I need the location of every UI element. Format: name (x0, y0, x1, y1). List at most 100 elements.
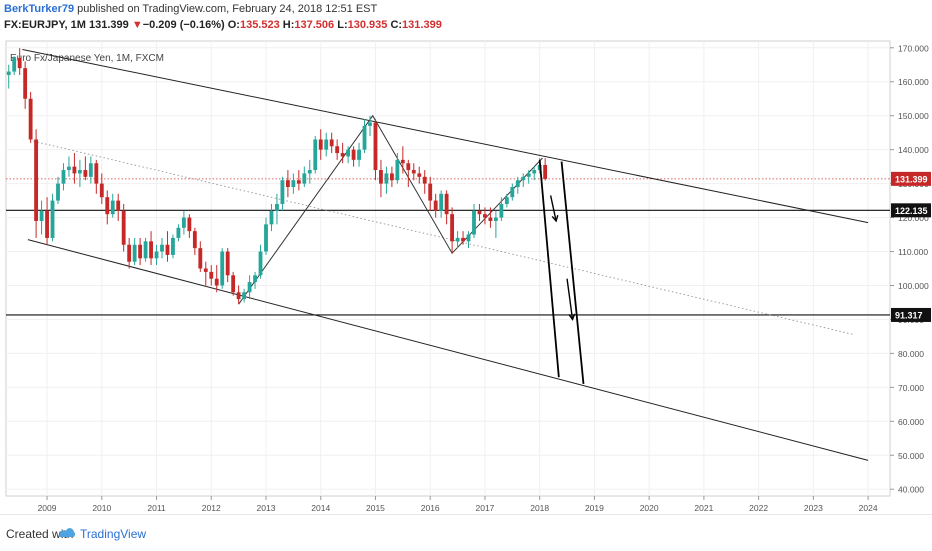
candle-body (362, 125, 367, 150)
candle-body (515, 180, 520, 188)
candle-body (526, 173, 531, 177)
candle-body (39, 210, 44, 221)
candle-body (61, 170, 66, 184)
down-arrow-shaft (566, 278, 574, 320)
candle-body (56, 183, 60, 201)
x-tick-label: 2012 (202, 503, 221, 513)
x-tick-label: 2022 (749, 503, 768, 513)
channel-line (27, 239, 869, 461)
candle-body (209, 271, 214, 279)
candle-body (110, 200, 115, 215)
candle-body (105, 197, 110, 215)
created-with-text: Created with (6, 527, 74, 541)
candle-body (280, 180, 285, 204)
candle-body (532, 170, 537, 174)
candle-body (160, 244, 164, 252)
candle-body (121, 210, 126, 245)
x-tick-label: 2010 (92, 503, 111, 513)
candle-body (543, 164, 548, 179)
candle-body (154, 251, 159, 259)
candle-body (357, 149, 361, 160)
candle-body (28, 98, 33, 140)
open-value: 135.523 (239, 19, 280, 31)
candle-body (428, 183, 433, 201)
candle-body (313, 139, 318, 171)
chart-title: Euro Fx/Japanese Yen, 1M, FXCM (10, 53, 164, 64)
tradingview-brand-link[interactable]: TradingView (80, 527, 147, 541)
candle-body (455, 237, 460, 242)
candle-body (45, 210, 49, 238)
candle-body (187, 217, 192, 232)
last-price: 131.399 (88, 19, 129, 31)
close-value: 131.399 (402, 19, 442, 31)
high-value: 137.506 (294, 19, 335, 31)
channel-midline (33, 140, 855, 336)
candle-body (439, 193, 444, 211)
channel-line (22, 48, 869, 224)
y-tick-label: 140.000 (898, 145, 929, 155)
candle-body (510, 187, 515, 198)
chart-area[interactable]: 170.000160.000150.000140.000130.000120.0… (0, 37, 932, 513)
candle-body (483, 214, 487, 218)
down-arrow-shaft (549, 195, 557, 222)
candle-body (77, 170, 82, 174)
candle-body (291, 180, 296, 188)
symbol-info: FX:EURJPY, 1M 131.399 ▼−0.209 (−0.16%) O… (4, 19, 442, 31)
candle-body (88, 163, 93, 177)
candle-body (50, 200, 55, 238)
candle-body (269, 210, 274, 225)
candle-body (318, 139, 323, 150)
price-label-box (891, 307, 931, 322)
candle-body (368, 122, 372, 126)
tradingview-logo-icon (59, 528, 76, 537)
close-label: C: (390, 19, 403, 31)
candle-body (444, 193, 449, 215)
candle-body (94, 163, 99, 184)
candle-body (17, 57, 22, 69)
candle-body (203, 268, 208, 272)
candle-body (307, 170, 312, 174)
candle-body (225, 251, 230, 276)
price-label-box (891, 203, 931, 218)
candle-body (12, 57, 17, 72)
candle-body (329, 139, 334, 147)
y-tick-label: 50.000 (898, 451, 924, 461)
candle-body (499, 203, 504, 218)
x-tick-label: 2018 (530, 503, 549, 513)
y-tick-label: 160.000 (898, 77, 929, 87)
y-tick-label: 120.000 (898, 213, 929, 223)
change-down-icon: ▼ (131, 19, 143, 31)
x-tick-label: 2009 (38, 503, 57, 513)
high-label: H: (282, 19, 295, 31)
x-tick-label: 2016 (421, 503, 440, 513)
y-tick-label: 40.000 (898, 485, 924, 495)
candle-body (466, 234, 471, 242)
y-tick-label: 170.000 (898, 43, 929, 53)
candle-body (116, 200, 121, 211)
price-change: −0.209 (−0.16%) (142, 19, 225, 31)
projection-line (538, 159, 560, 378)
candle-body (264, 224, 268, 252)
candle-body (214, 278, 219, 286)
author-link[interactable]: BerkTurker79 (4, 3, 75, 15)
candle-body (461, 237, 465, 242)
x-tick-label: 2015 (366, 503, 385, 513)
candle-body (346, 149, 351, 157)
candle-body (450, 214, 455, 242)
candle-body (127, 244, 132, 262)
y-tick-label: 60.000 (898, 417, 924, 427)
projection-line (560, 161, 585, 385)
plot-frame (5, 40, 891, 497)
candle-body (6, 71, 11, 75)
candle-body (335, 146, 340, 154)
x-tick-label: 2020 (640, 503, 659, 513)
zigzag-pattern-line (238, 114, 543, 305)
chart-svg[interactable]: 170.000160.000150.000140.000130.000120.0… (0, 37, 932, 513)
price-label: 131.399 (895, 174, 928, 184)
candle-body (143, 241, 148, 259)
candle-body (395, 159, 400, 181)
candle-body (165, 244, 170, 255)
open-label: O: (227, 19, 240, 31)
symbol-name: FX:EURJPY, 1M (4, 19, 86, 31)
candle-body (488, 217, 493, 221)
